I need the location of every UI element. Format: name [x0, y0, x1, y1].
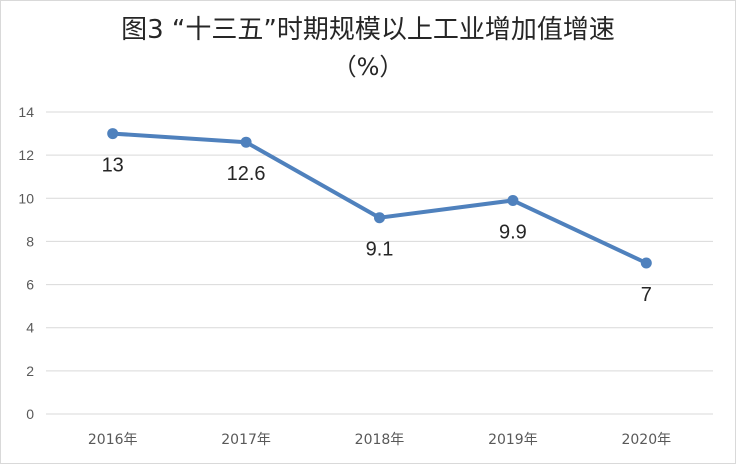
- y-tick-label: 10: [18, 190, 34, 206]
- data-point: [374, 212, 385, 224]
- data-point: [507, 194, 519, 206]
- y-tick-label: 6: [26, 277, 34, 293]
- x-tick-label: 2016年: [88, 432, 138, 448]
- data-label: 9.9: [499, 221, 527, 243]
- y-tick-label: 14: [18, 104, 34, 120]
- data-point: [107, 128, 119, 140]
- x-tick-label: 2018年: [355, 432, 405, 448]
- data-label: 7: [641, 284, 652, 306]
- data-point: [640, 257, 652, 269]
- x-tick-label: 2017年: [221, 432, 271, 448]
- x-axis-ticks: 2016年 2017年 2018年 2019年 2020年: [88, 432, 671, 448]
- chart-title: 图3 “十三五”时期规模以上工业增加值增速: [121, 15, 615, 45]
- data-labels: 13 12.6 9.1 9.9 7: [102, 155, 652, 306]
- y-tick-label: 12: [18, 147, 34, 163]
- data-label: 13: [102, 155, 124, 177]
- y-tick-label: 2: [26, 363, 34, 379]
- data-point: [240, 136, 252, 148]
- x-tick-label: 2020年: [621, 432, 671, 448]
- data-label: 12.6: [227, 163, 266, 185]
- gridlines: [46, 111, 713, 415]
- chart-subtitle: （%）: [332, 53, 404, 81]
- y-tick-label: 8: [26, 233, 34, 249]
- y-tick-label: 0: [26, 406, 34, 422]
- x-tick-label: 2019年: [488, 432, 538, 448]
- y-axis-ticks: 0 2 4 6 8 10 12 14: [18, 104, 34, 422]
- y-tick-label: 4: [26, 320, 34, 336]
- data-label: 9.1: [366, 239, 394, 261]
- series-group: [107, 128, 652, 269]
